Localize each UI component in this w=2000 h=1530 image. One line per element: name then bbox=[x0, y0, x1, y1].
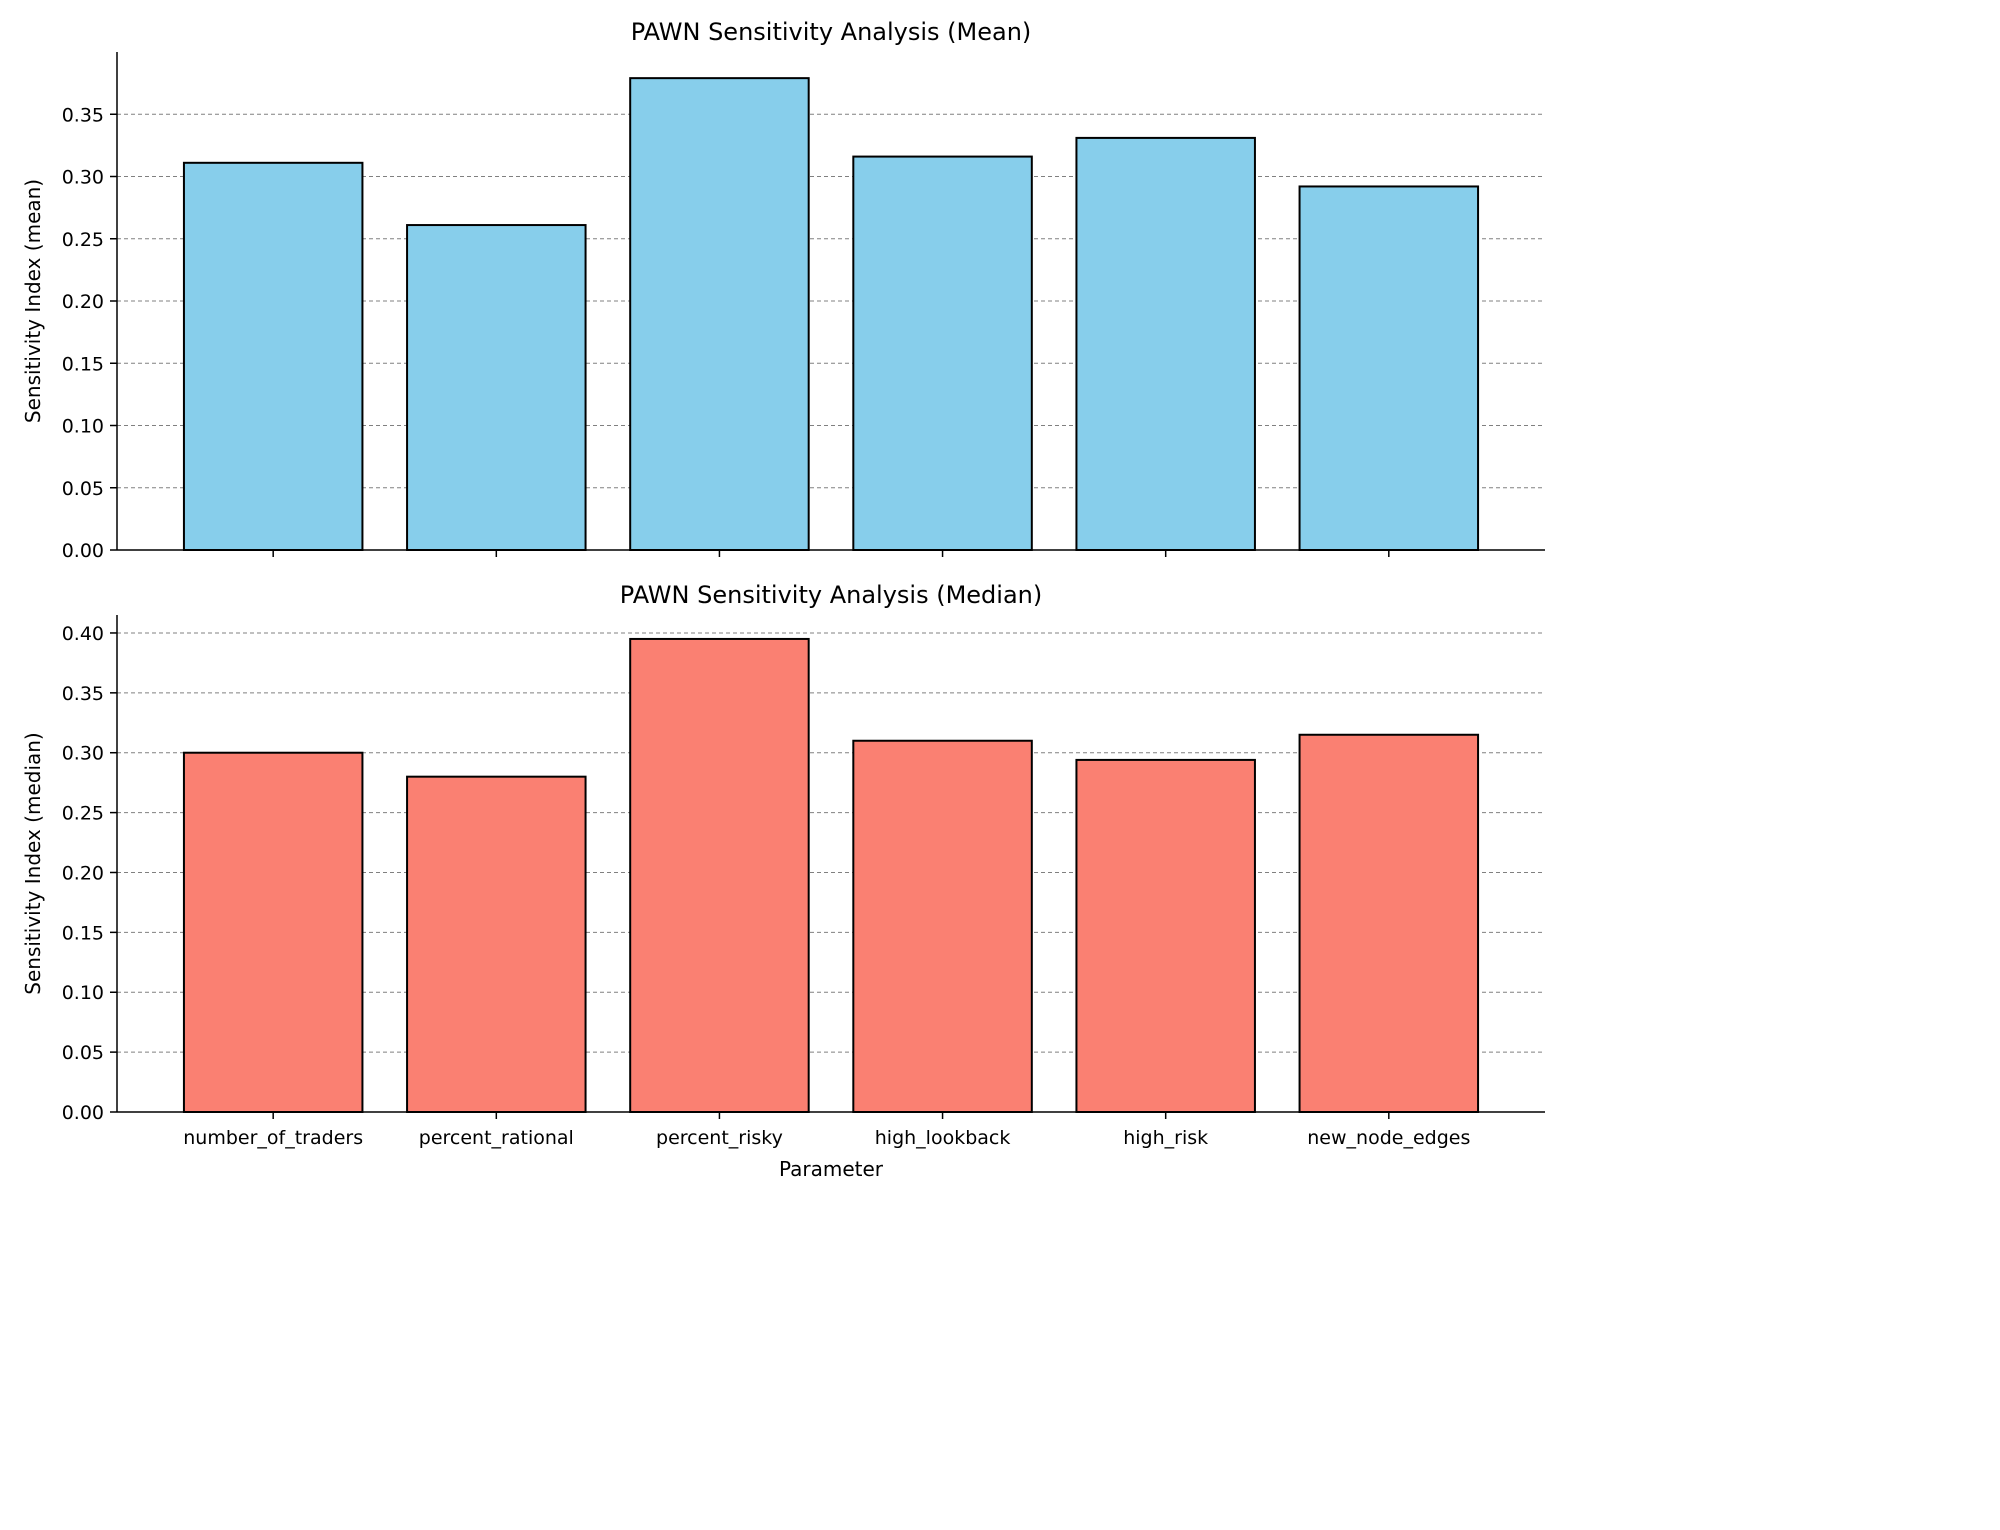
figure: 0.00 0.05 0.10 0.15 0.20 0.25 0.30 0.35 PAWN Se… bbox=[21, 18, 1545, 1181]
mean-y-tick-label: 0.05 bbox=[62, 478, 104, 500]
mean-bar-number-of-traders bbox=[182, 161, 364, 551]
median-x-tick-label: high_lookback bbox=[875, 1127, 1011, 1149]
median-bar-high-risk bbox=[1075, 758, 1256, 1113]
median-bar-percent-risky bbox=[629, 637, 810, 1113]
mean-y-tick-label: 0.25 bbox=[62, 229, 104, 251]
median-y-tick-label: 0.35 bbox=[62, 683, 104, 705]
mean-chart: 0.00 0.05 0.10 0.15 0.20 0.25 0.30 0.35 PAWN Se… bbox=[21, 18, 1545, 562]
median-x-axis-label: Parameter bbox=[779, 1157, 884, 1181]
median-x-axis-ticks: number_of_traders percent_rational percent… bbox=[183, 1112, 1470, 1149]
median-y-tick-label: 0.10 bbox=[62, 982, 104, 1004]
median-x-tick-label: new_node_edges bbox=[1307, 1127, 1470, 1149]
median-x-tick-label: high_risk bbox=[1123, 1127, 1208, 1149]
median-bar-number-of-traders bbox=[182, 751, 364, 1113]
median-bar-percent-rational bbox=[406, 775, 587, 1113]
median-y-axis-ticks: 0.00 0.05 0.10 0.15 0.20 0.25 0.30 0.35 0.40 bbox=[62, 623, 117, 1124]
mean-bar-high-lookback bbox=[852, 155, 1033, 552]
median-y-axis-label: Sensitivity Index (median) bbox=[21, 732, 45, 994]
median-x-tick-label: percent_risky bbox=[656, 1127, 783, 1149]
median-bar-new-node-edges bbox=[1298, 733, 1480, 1113]
mean-y-tick-label: 0.00 bbox=[62, 540, 104, 562]
median-bars bbox=[182, 637, 1480, 1114]
median-y-tick-label: 0.05 bbox=[62, 1042, 104, 1064]
mean-y-axis-label: Sensitivity Index (mean) bbox=[21, 179, 45, 423]
median-chart: 0.00 0.05 0.10 0.15 0.20 0.25 0.30 0.35 0.40 num… bbox=[21, 581, 1545, 1181]
mean-y-tick-label: 0.15 bbox=[62, 353, 104, 375]
mean-y-tick-label: 0.30 bbox=[62, 167, 104, 189]
median-y-tick-label: 0.40 bbox=[62, 623, 104, 645]
mean-bar-high-risk bbox=[1075, 136, 1256, 551]
mean-y-tick-label: 0.35 bbox=[62, 104, 104, 126]
median-y-tick-label: 0.30 bbox=[62, 743, 104, 765]
mean-y-tick-label: 0.20 bbox=[62, 291, 104, 313]
median-y-tick-label: 0.15 bbox=[62, 922, 104, 944]
median-y-tick-label: 0.00 bbox=[62, 1102, 104, 1124]
mean-bar-new-node-edges bbox=[1298, 185, 1480, 552]
mean-y-tick-label: 0.10 bbox=[62, 416, 104, 438]
median-y-tick-label: 0.20 bbox=[62, 862, 104, 884]
mean-bars bbox=[182, 77, 1480, 552]
median-x-tick-label: number_of_traders bbox=[183, 1127, 363, 1149]
median-x-tick-label: percent_rational bbox=[419, 1127, 574, 1149]
mean-chart-title: PAWN Sensitivity Analysis (Mean) bbox=[631, 18, 1032, 46]
mean-bar-percent-risky bbox=[629, 77, 810, 552]
median-y-tick-label: 0.25 bbox=[62, 803, 104, 825]
mean-x-axis-ticks bbox=[272, 550, 1390, 557]
median-chart-title: PAWN Sensitivity Analysis (Median) bbox=[620, 581, 1042, 609]
mean-y-axis-ticks: 0.00 0.05 0.10 0.15 0.20 0.25 0.30 0.35 bbox=[62, 104, 117, 562]
mean-bar-percent-rational bbox=[406, 224, 587, 551]
median-bar-high-lookback bbox=[852, 739, 1033, 1114]
